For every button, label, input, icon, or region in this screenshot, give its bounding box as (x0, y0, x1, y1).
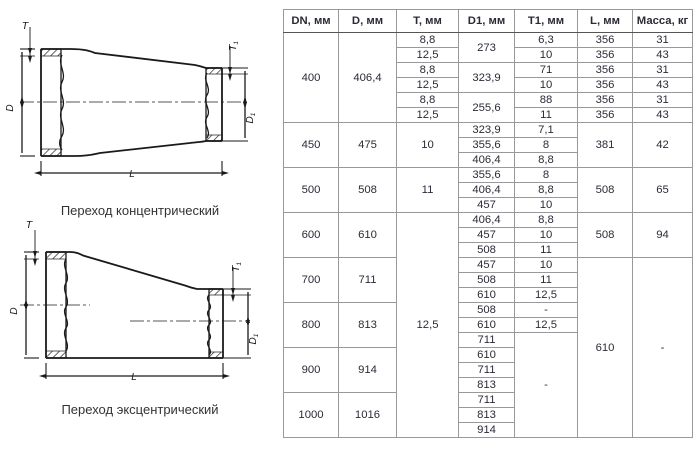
svg-text:L: L (131, 372, 137, 383)
svg-text:D: D (5, 104, 16, 111)
svg-text:D: D (9, 307, 20, 314)
svg-text:Переход эксцентрический: Переход эксцентрический (61, 402, 218, 417)
svg-text:Переход концентрический: Переход концентрический (61, 203, 219, 218)
svg-text:L: L (129, 169, 135, 180)
